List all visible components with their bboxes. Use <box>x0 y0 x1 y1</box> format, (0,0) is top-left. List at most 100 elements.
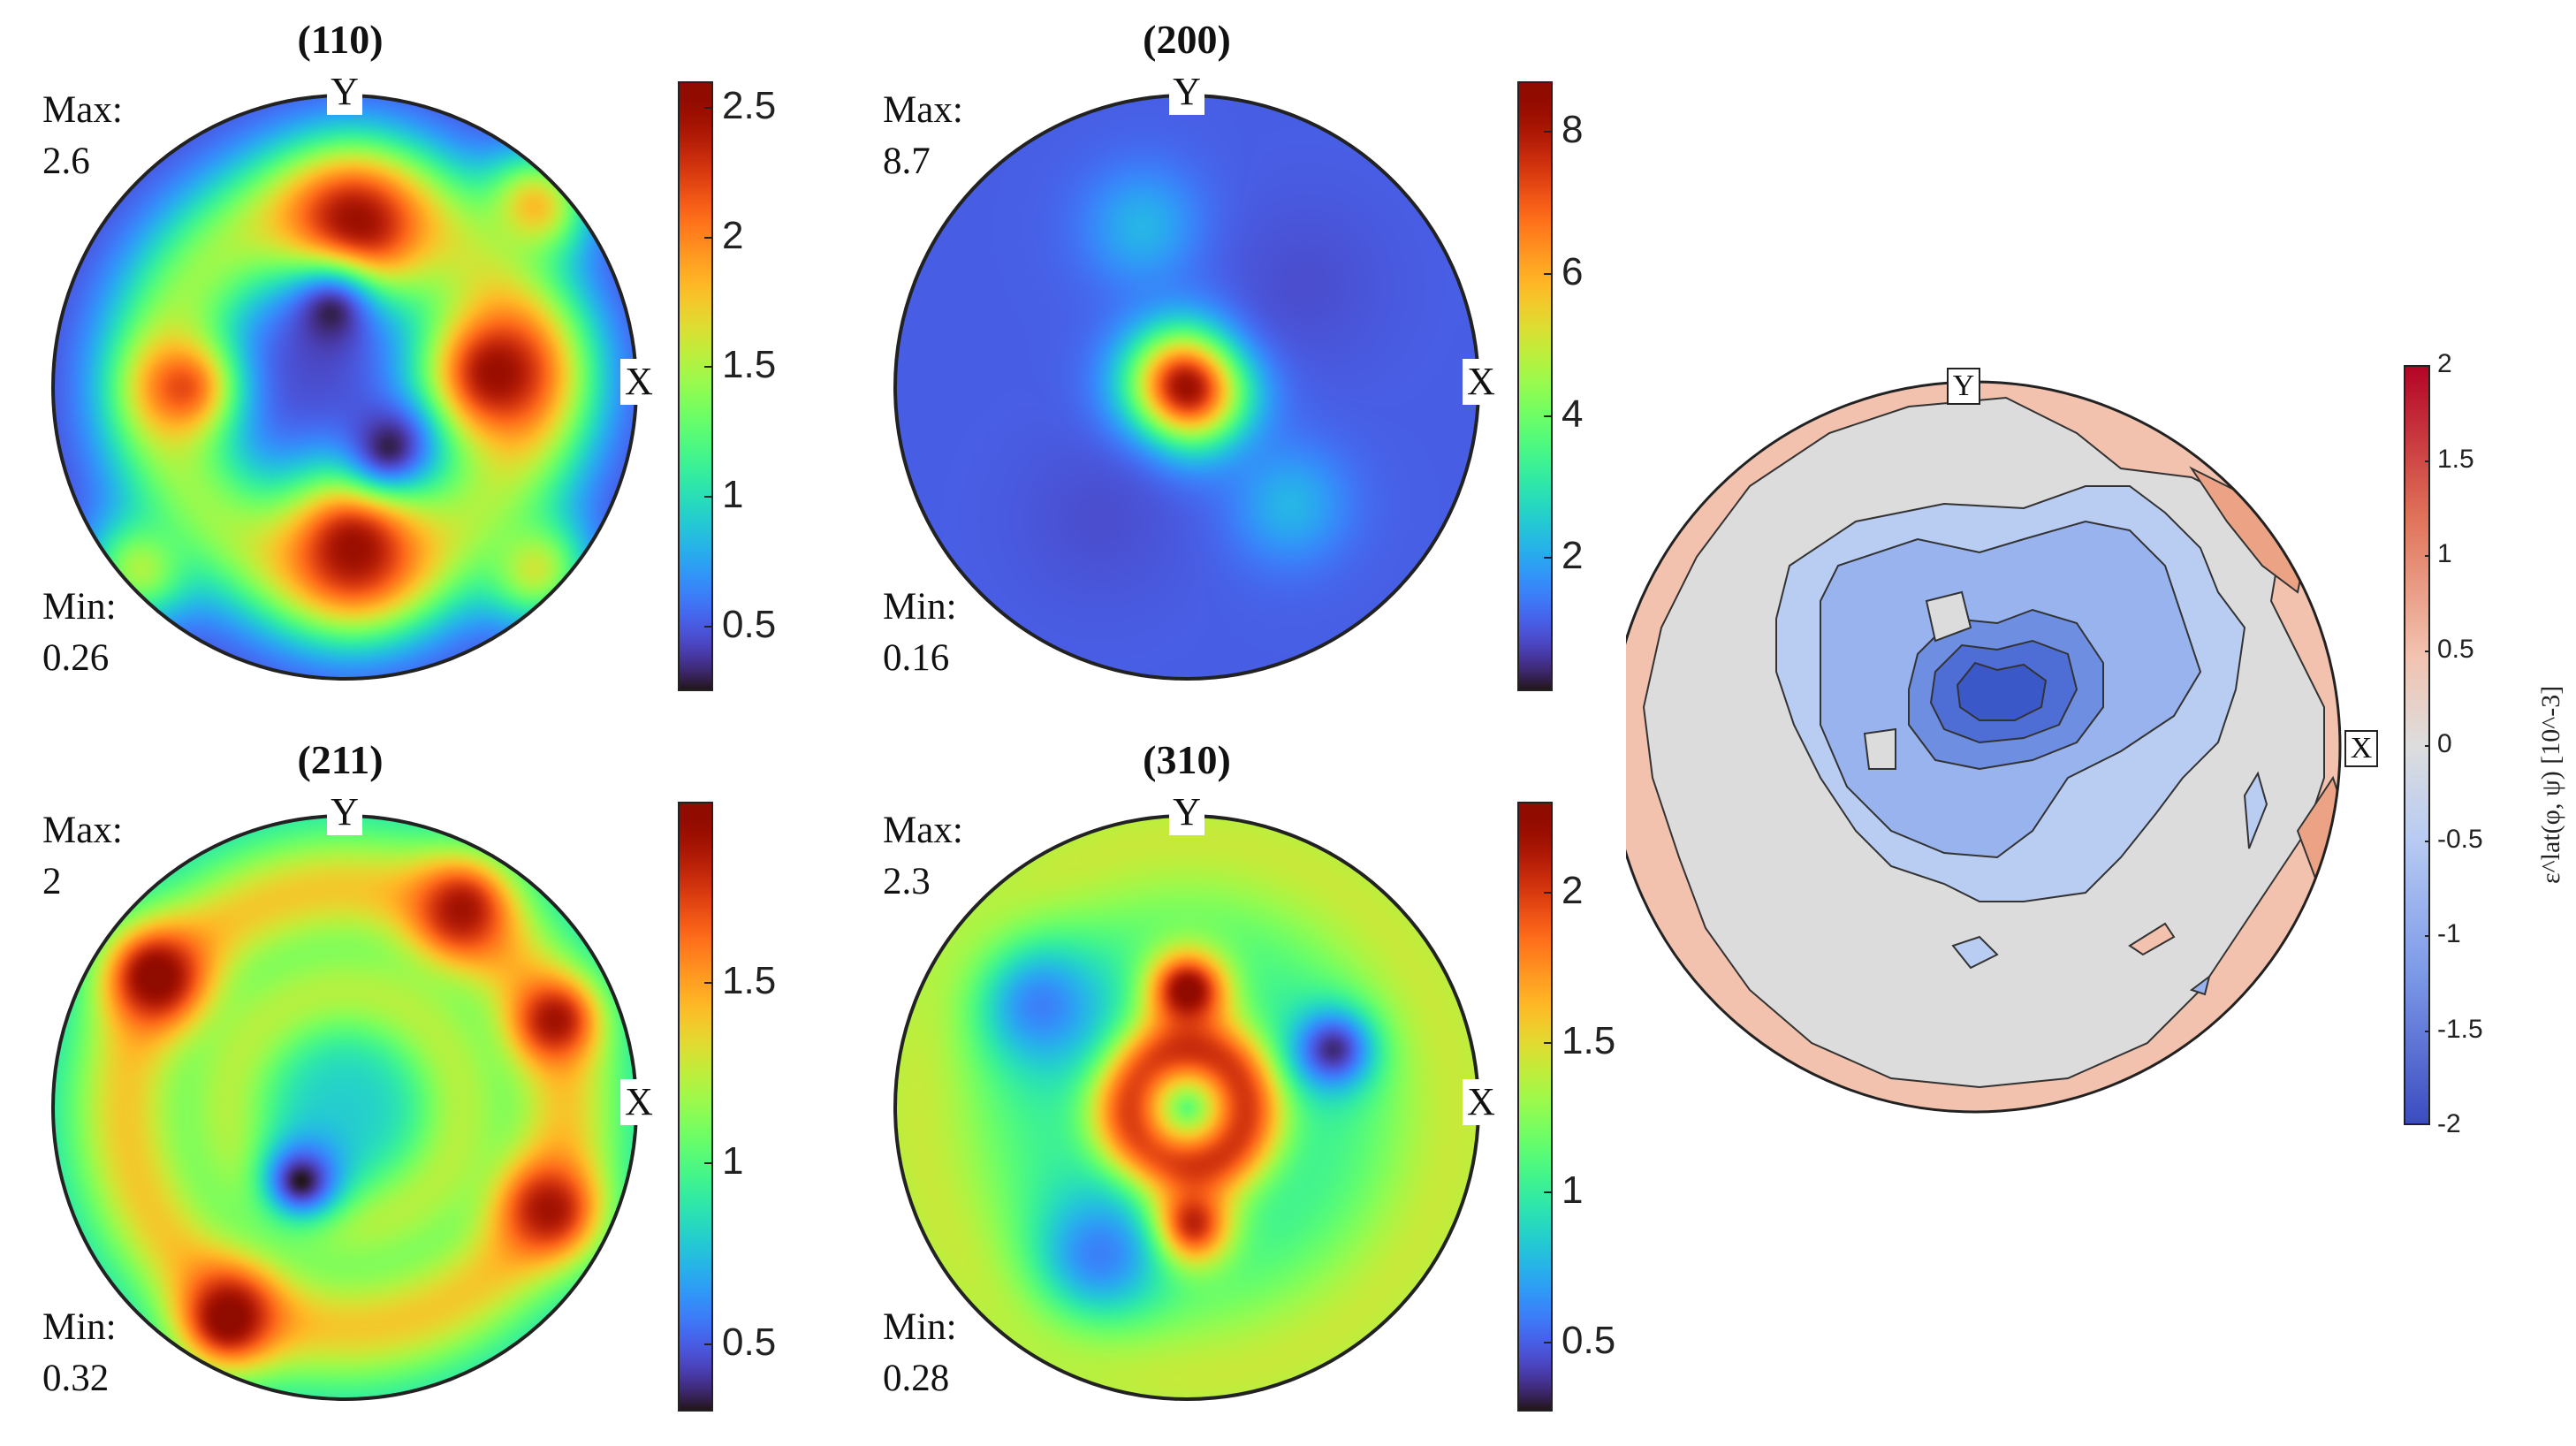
colorbar-tick-mark <box>704 107 711 110</box>
colorbar-tick-label: 0.5 <box>722 1320 777 1364</box>
strain-contour-svg <box>1626 380 2342 1114</box>
colorbar-tick-mark <box>704 496 711 498</box>
colorbar-tick-label: 0.5 <box>2437 634 2474 664</box>
pole-figure-110: (110) Y X Max: 2.6 Min: 0.26 0.5 1 1.5 2 2.5 <box>0 0 813 707</box>
max-label: Max: <box>42 810 123 851</box>
colorbar-tick-label: 1 <box>722 1139 744 1183</box>
pole-figure-heatmap <box>53 95 636 679</box>
pole-figure-title: (211) <box>297 737 384 782</box>
colorbar-tick-mark <box>1544 891 1551 894</box>
colorbar-tick-label: 2 <box>722 213 744 257</box>
colorbar-tick-mark <box>1544 131 1551 133</box>
x-axis-label: X <box>620 1079 657 1125</box>
colorbar-label: ε^lat(φ, ψ) [10^-3] <box>2536 685 2565 884</box>
colorbar-tick-label: -0.5 <box>2437 824 2483 854</box>
y-axis-label: Y <box>1169 69 1204 115</box>
contour-island <box>2128 922 2176 956</box>
colorbar-tick-label: 8 <box>1562 108 1584 152</box>
colorbar-tick-label: 1 <box>1562 1168 1584 1213</box>
contour-island <box>2189 974 2211 996</box>
colorbar-tick-mark <box>704 1343 711 1345</box>
colorbar-tick-label: 2 <box>1562 534 1584 578</box>
colorbar <box>678 802 713 1412</box>
colorbar-tick-label: 0.5 <box>1562 1319 1616 1363</box>
min-value: 0.16 <box>883 637 950 679</box>
colorbar-tick-label: -1 <box>2437 919 2461 948</box>
colorbar-tick-label: 2 <box>2437 349 2452 378</box>
min-label: Min: <box>42 586 117 628</box>
pole-figure-title: (310) <box>1143 737 1231 782</box>
colorbar-tick-label: -2 <box>2437 1109 2461 1138</box>
colorbar-tick-label: 6 <box>1562 249 1584 293</box>
max-value: 2.6 <box>42 141 90 182</box>
max-label: Max: <box>883 810 963 851</box>
strain-contour-plot: Y X ε^lat(φ, ψ) [10^-3] 2 1.5 1 0.5 0 -0.5 -1 -… <box>1626 336 2576 1158</box>
max-label: Max: <box>883 89 963 131</box>
colorbar-tick-mark <box>2425 460 2430 462</box>
colorbar-tick-label: 1.5 <box>1562 1018 1616 1062</box>
pole-figure-heatmap <box>895 95 1478 679</box>
colorbar-tick-mark <box>2425 840 2430 842</box>
colorbar-tick-label: -1.5 <box>2437 1014 2483 1044</box>
colorbar <box>1517 802 1553 1412</box>
contour-island <box>1951 935 1999 970</box>
colorbar-tick-label: 2 <box>1562 868 1584 912</box>
colorbar-tick-mark <box>1544 1041 1551 1044</box>
colorbar-tick-mark <box>1544 1342 1551 1344</box>
min-value: 0.28 <box>883 1358 950 1399</box>
colorbar-tick-label: 0.5 <box>722 602 777 646</box>
colorbar-tick-mark <box>2425 650 2430 652</box>
colorbar-tick-mark <box>2425 555 2430 557</box>
colorbar-tick-label: 1 <box>2437 539 2452 568</box>
pole-figure-heatmap <box>895 816 1478 1399</box>
colorbar-tick-mark <box>704 366 711 369</box>
y-axis-label: Y <box>1947 368 1980 405</box>
colorbar-tick-mark <box>704 1162 711 1165</box>
pole-figure-200: (200) Y X Max: 8.7 Min: 0.16 2 4 6 8 <box>840 0 1653 707</box>
y-axis-label: Y <box>327 69 362 115</box>
contour-island <box>1925 590 1972 643</box>
colorbar-tick-mark <box>2425 745 2430 747</box>
colorbar-tick-mark <box>1544 557 1551 559</box>
colorbar-tick-mark <box>2425 1123 2430 1125</box>
colorbar-tick-mark <box>704 982 711 985</box>
min-label: Min: <box>883 586 957 628</box>
max-value: 8.7 <box>883 141 931 182</box>
contour-island <box>2243 771 2268 849</box>
colorbar-tick-mark <box>1544 415 1551 417</box>
pole-figure-title: (200) <box>1143 17 1231 62</box>
colorbar-tick-label: 4 <box>1562 392 1584 436</box>
pole-figure-heatmap <box>53 816 636 1399</box>
min-label: Min: <box>42 1306 117 1348</box>
colorbar-tick-mark <box>2425 365 2430 367</box>
colorbar-tick-label: 1.5 <box>722 343 777 387</box>
colorbar <box>678 81 713 691</box>
pole-figure-310: (310) Y X Max: 2.3 Min: 0.28 0.5 1 1.5 2 <box>840 720 1653 1427</box>
colorbar-tick-label: 0 <box>2437 729 2452 758</box>
colorbar-tick-mark <box>2425 935 2430 937</box>
x-axis-label: X <box>1463 1079 1500 1125</box>
colorbar-tick-label: 1.5 <box>2437 444 2474 474</box>
x-axis-label: X <box>2344 730 2378 767</box>
max-value: 2 <box>42 861 62 902</box>
colorbar-tick-mark <box>1544 1191 1551 1194</box>
min-label: Min: <box>883 1306 957 1348</box>
colorbar-tick-mark <box>704 625 711 628</box>
colorbar-tick-mark <box>2425 1030 2430 1032</box>
colorbar <box>1517 81 1553 691</box>
min-value: 0.26 <box>42 637 110 679</box>
y-axis-label: Y <box>327 789 362 835</box>
max-value: 2.3 <box>883 861 931 902</box>
colorbar-tick-label: 1.5 <box>722 959 777 1003</box>
max-label: Max: <box>42 89 123 131</box>
pole-figure-title: (110) <box>297 17 384 62</box>
x-axis-label: X <box>1463 359 1500 405</box>
contour-island <box>1863 727 1896 770</box>
colorbar-tick-label: 2.5 <box>722 84 777 128</box>
colorbar-tick-label: 1 <box>722 473 744 517</box>
pole-figure-211: (211) Y X Max: 2 Min: 0.32 0.5 1 1.5 <box>0 720 813 1427</box>
colorbar-tick-mark <box>704 236 711 239</box>
y-axis-label: Y <box>1169 789 1204 835</box>
x-axis-label: X <box>620 359 657 405</box>
contour-level-core <box>1956 661 2048 721</box>
